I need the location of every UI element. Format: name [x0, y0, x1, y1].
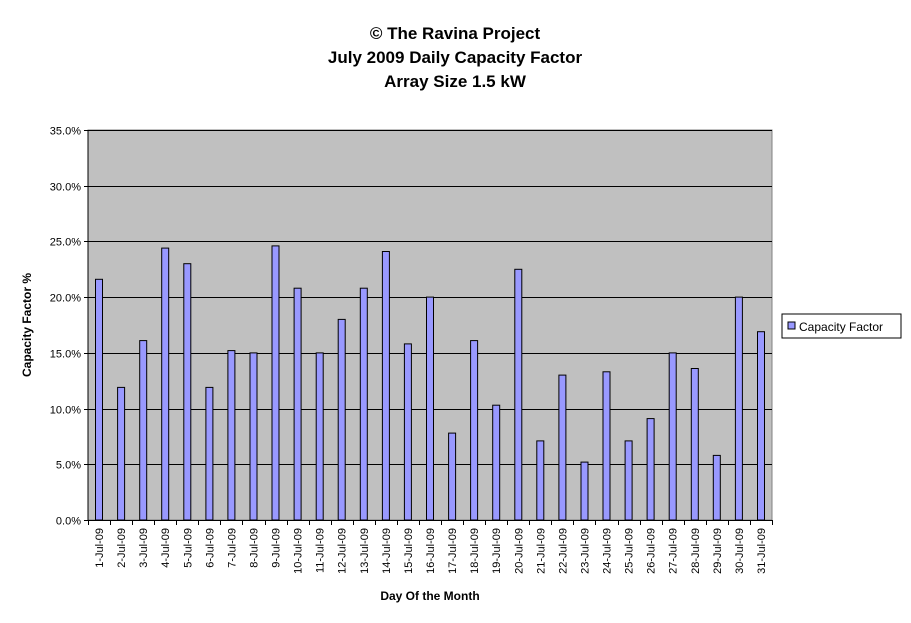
x-tick-label: 1-Jul-09: [94, 528, 106, 568]
bar: [712, 454, 721, 521]
x-tick-label: 28-Jul-09: [690, 528, 702, 574]
y-tick-label: 10.0%: [50, 405, 81, 417]
x-tick-label: 25-Jul-09: [624, 528, 636, 574]
x-tick-label: 4-Jul-09: [160, 528, 172, 568]
x-tick-label: 10-Jul-09: [293, 528, 305, 574]
x-axis: 1-Jul-09 2-Jul-09 3-Jul-09 4-Jul-09 5-Jul-09…: [88, 520, 773, 574]
x-tick-label: 29-Jul-09: [712, 528, 724, 574]
bar: [249, 352, 258, 521]
x-tick-label: 30-Jul-09: [734, 528, 746, 574]
x-tick-label: 31-Jul-09: [756, 528, 768, 574]
bar: [227, 350, 236, 521]
bar: [359, 287, 368, 521]
legend: Capacity Factor: [781, 313, 902, 339]
bar: [161, 247, 170, 521]
gridlines: [88, 130, 772, 465]
y-axis: 0.0% 5.0% 10.0% 15.0% 20.0% 25.0% 30.0% 35.0%: [50, 126, 89, 528]
y-tick-label: 35.0%: [50, 126, 81, 138]
bar: [381, 251, 390, 521]
x-tick-label: 7-Jul-09: [226, 528, 238, 568]
x-tick-label: 16-Jul-09: [425, 528, 437, 574]
y-tick-label: 20.0%: [50, 293, 81, 305]
y-axis-label: Capacity Factor %: [20, 273, 34, 377]
bar: [426, 296, 434, 521]
bar: [514, 268, 523, 521]
x-tick-label: 11-Jul-09: [315, 528, 327, 573]
y-tick-label: 0.0%: [56, 516, 81, 528]
bar: [624, 440, 633, 521]
x-tick-label: 8-Jul-09: [249, 528, 261, 568]
x-tick-label: 3-Jul-09: [138, 528, 150, 568]
chart-title: © The Ravina Project July 2009 Daily Cap…: [328, 24, 583, 91]
chart-title-line-2: July 2009 Daily Capacity Factor: [328, 48, 583, 67]
y-tick-label: 15.0%: [50, 349, 81, 361]
x-tick-label: 15-Jul-09: [403, 528, 415, 574]
bar: [558, 374, 567, 521]
x-axis-label: Day Of the Month: [380, 589, 479, 603]
legend-box: [781, 313, 902, 339]
bar: [448, 432, 457, 521]
x-tick-label: 26-Jul-09: [646, 528, 658, 574]
legend-label: Capacity Factor: [799, 320, 883, 334]
bar: [403, 343, 412, 521]
x-tick-label: 9-Jul-09: [271, 528, 283, 568]
y-tick-label: 25.0%: [50, 237, 81, 249]
bar: [271, 245, 280, 521]
x-tick-label: 20-Jul-09: [513, 528, 525, 574]
bar: [668, 352, 677, 521]
bar: [492, 404, 501, 521]
x-tick-label: 2-Jul-09: [116, 528, 128, 568]
bar: [117, 386, 126, 521]
bar: [602, 371, 611, 521]
x-tick-label: 18-Jul-09: [469, 528, 481, 574]
x-tick-label: 6-Jul-09: [204, 528, 216, 568]
bar: [315, 352, 324, 521]
x-tick-label: 22-Jul-09: [557, 528, 569, 574]
y-tick-label: 30.0%: [50, 182, 81, 194]
y-tick-label: 5.0%: [56, 460, 81, 472]
bar: [95, 278, 103, 521]
bar: [690, 368, 699, 521]
bar: [183, 263, 192, 521]
x-tick-label: 17-Jul-09: [447, 528, 459, 574]
bar: [734, 296, 743, 521]
x-tick-label: 19-Jul-09: [491, 528, 503, 574]
x-tick-label: 24-Jul-09: [602, 528, 614, 574]
x-tick-label: 5-Jul-09: [182, 528, 194, 568]
bar: [470, 340, 479, 521]
x-tick-label: 23-Jul-09: [580, 528, 592, 574]
x-tick-label: 21-Jul-09: [535, 528, 547, 574]
bar: [205, 386, 214, 521]
bar: [337, 318, 346, 521]
chart-title-line-3: Array Size 1.5 kW: [384, 72, 527, 91]
bar: [646, 418, 655, 521]
x-tick-label: 12-Jul-09: [337, 528, 349, 574]
bar: [757, 331, 765, 521]
bar: [139, 340, 148, 521]
x-tick-label: 27-Jul-09: [668, 528, 680, 574]
x-tick-label: 13-Jul-09: [359, 528, 371, 574]
bar: [293, 287, 302, 521]
bar: [536, 440, 545, 521]
bar: [580, 461, 589, 521]
chart-title-line-1: © The Ravina Project: [370, 24, 541, 43]
x-tick-label: 14-Jul-09: [381, 528, 393, 574]
legend-swatch: [787, 321, 796, 330]
